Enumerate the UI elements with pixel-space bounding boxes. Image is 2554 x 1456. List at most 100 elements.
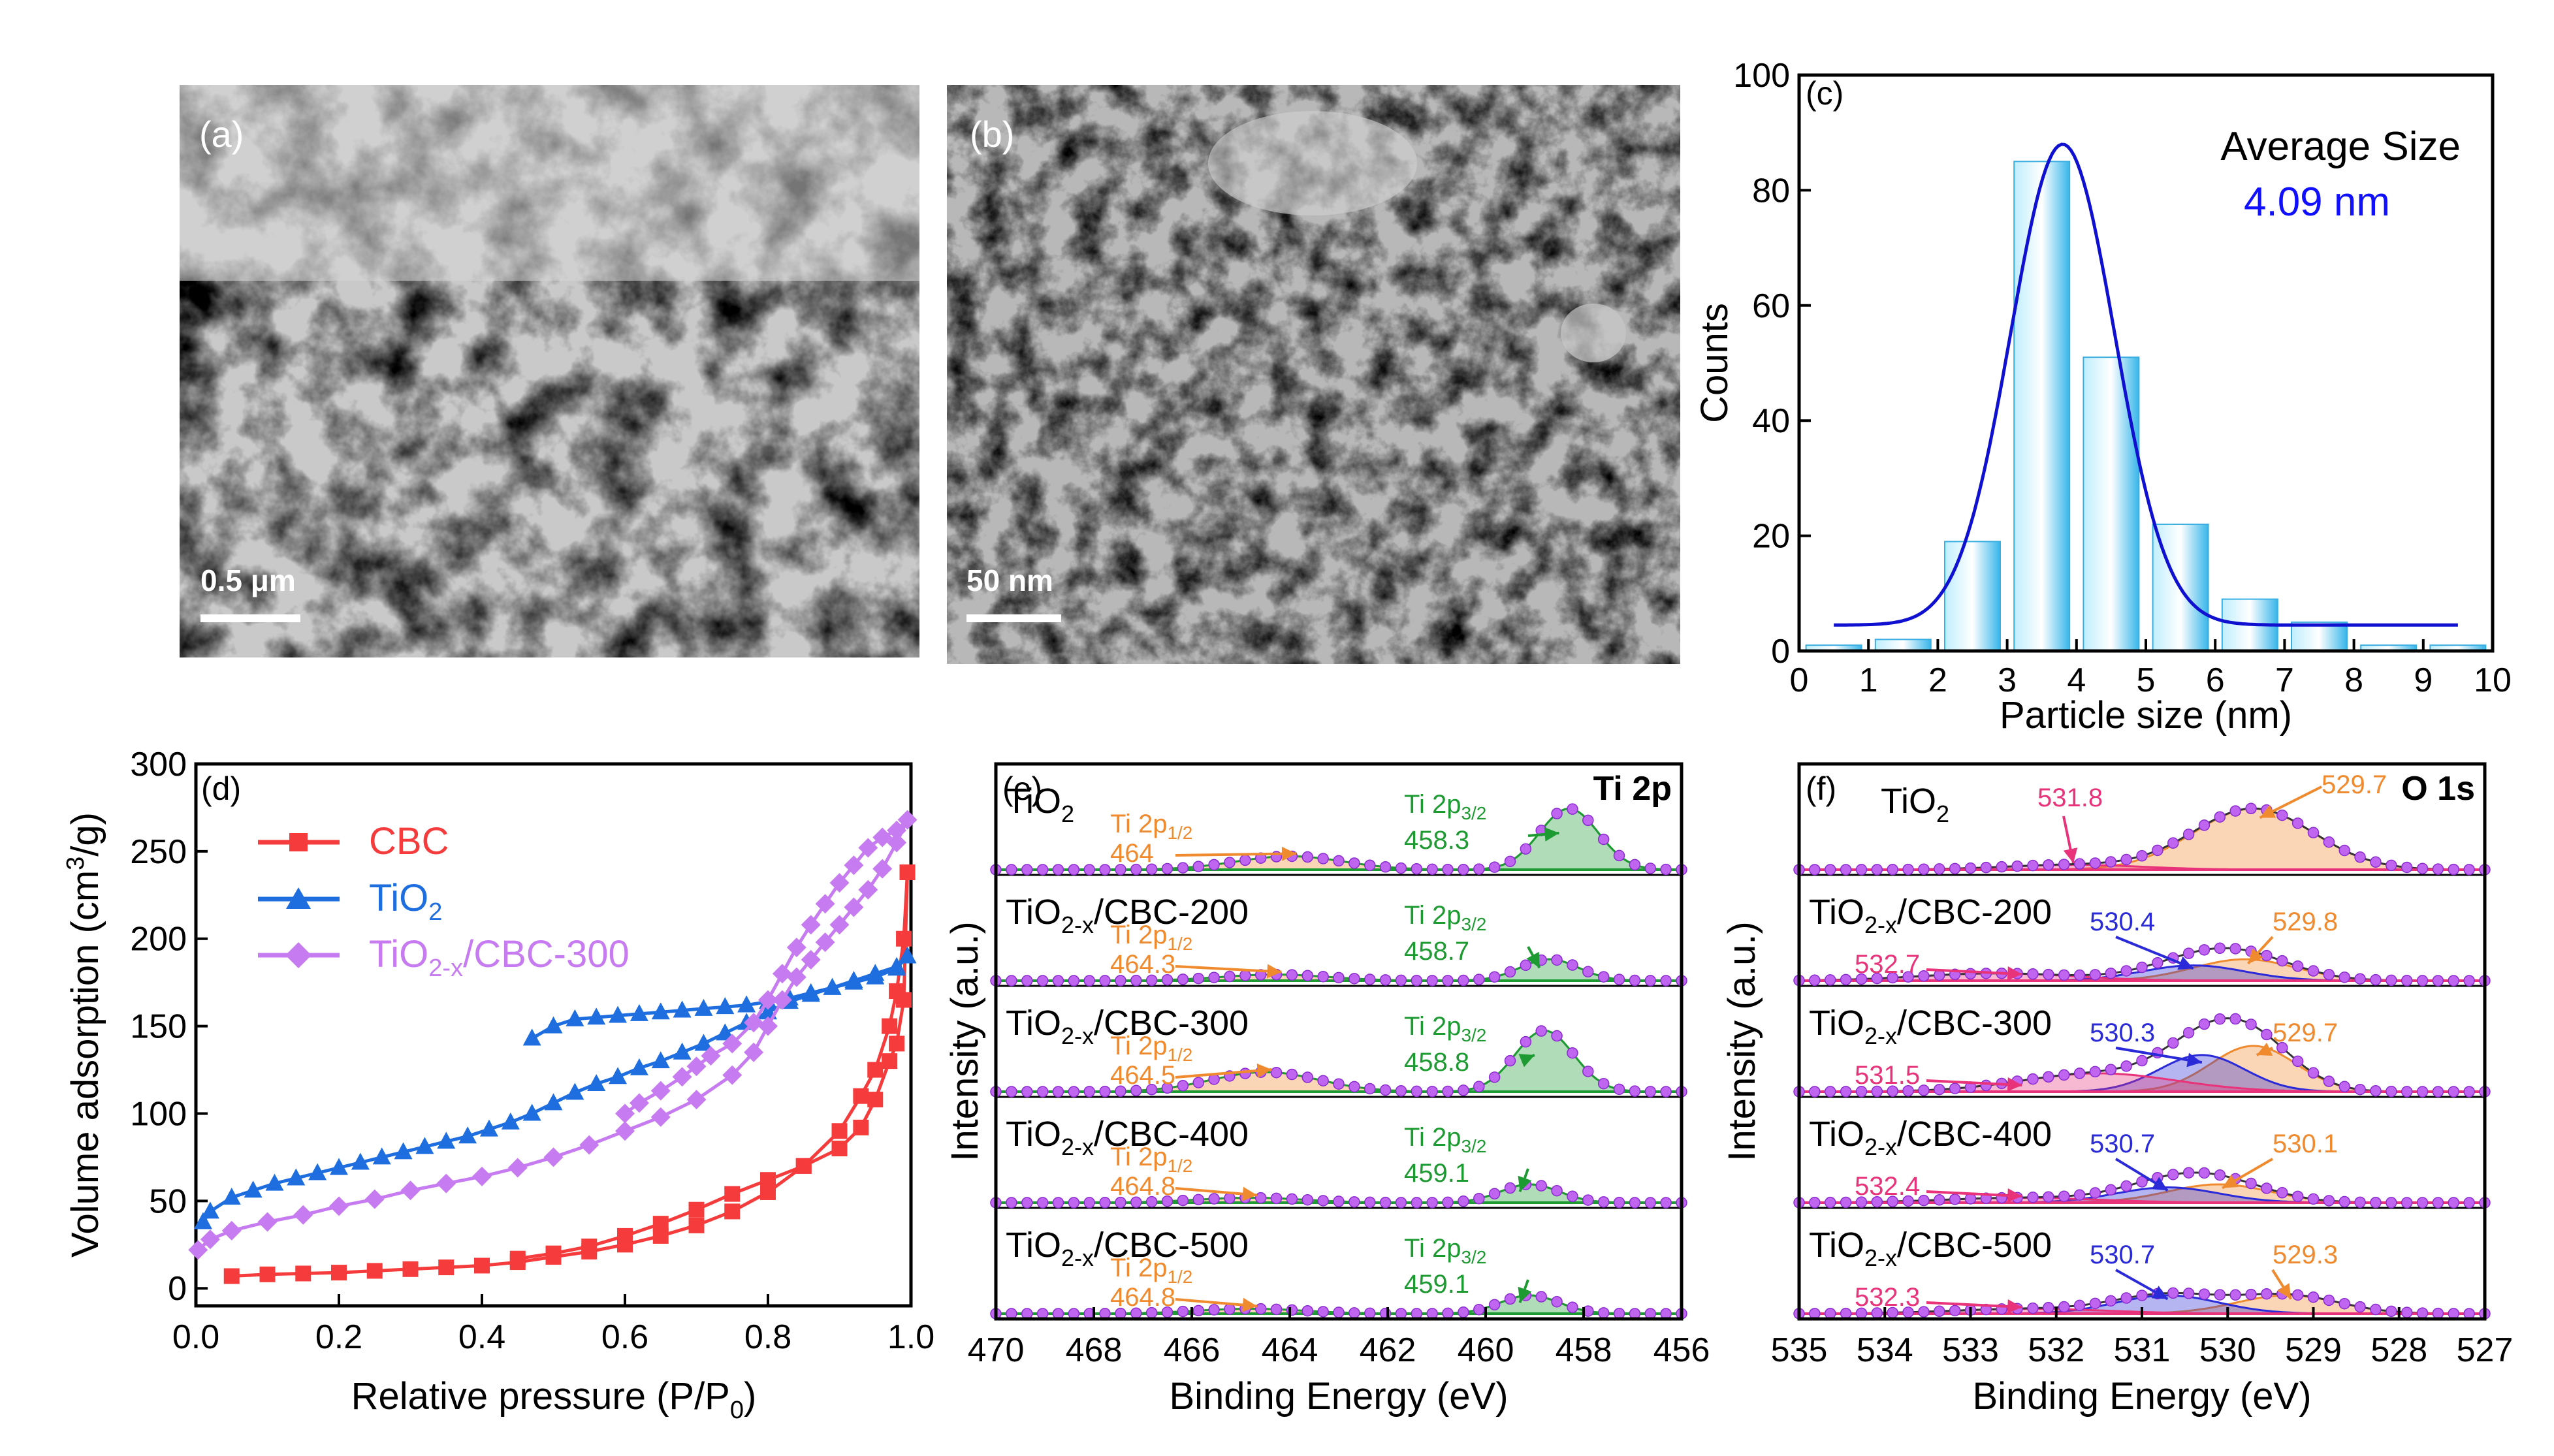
annotation-arrowhead — [2248, 948, 2263, 964]
ti2p32-label: Ti 2p3/2 — [1404, 1234, 1486, 1267]
raw-data-point — [2276, 1187, 2288, 1199]
panel-c-annotation-value: 4.09 nm — [2244, 180, 2390, 225]
annotation-arrowhead — [1242, 1186, 1257, 1201]
raw-data-point — [1364, 1083, 1376, 1095]
raw-data-point — [1855, 973, 1868, 985]
raw-data-point — [1887, 972, 1898, 984]
raw-data-point — [1099, 975, 1111, 987]
raw-data-point — [2354, 851, 2366, 863]
raw-data-point — [1286, 1193, 1298, 1205]
raw-data-point — [1644, 975, 1657, 987]
raw-data-point — [2167, 837, 2179, 849]
raw-data-point — [2448, 1197, 2460, 1209]
data-point — [650, 1107, 671, 1127]
sample-name-tail: /CBC-400 — [1094, 1115, 1249, 1154]
raw-data-point — [1809, 864, 1821, 876]
raw-data-point — [1964, 862, 1977, 874]
data-point — [617, 1227, 633, 1244]
raw-data-point — [1099, 864, 1111, 876]
data-point — [815, 894, 835, 914]
sample-name-sub: 2-x — [1864, 911, 1897, 938]
raw-data-point — [1551, 1295, 1563, 1308]
raw-data-point — [1426, 1197, 1438, 1209]
x-tick-label: 460 — [1458, 1331, 1514, 1369]
raw-data-point — [2416, 975, 2429, 987]
annotation-arrow — [1926, 1301, 2022, 1308]
data-point — [858, 879, 878, 900]
raw-data-point — [1052, 975, 1064, 987]
raw-data-point — [1871, 1195, 1883, 1208]
raw-data-point — [2089, 1066, 2101, 1078]
raw-data-point — [1270, 1066, 1283, 1079]
raw-data-point — [2214, 811, 2226, 823]
data-point — [673, 1042, 692, 1060]
o1s-lattice-value: 529.3 — [2273, 1241, 2338, 1269]
data-point — [898, 946, 917, 964]
raw-data-point — [2043, 968, 2054, 981]
raw-data-point — [2073, 858, 2086, 870]
raw-data-point — [2058, 1190, 2070, 1202]
raw-data-point — [2432, 975, 2444, 987]
ti2p12-label: Ti 2p1/2 — [1110, 1254, 1192, 1287]
raw-data-point — [2027, 1302, 2039, 1314]
ti2p12-value: 464 — [1110, 839, 1154, 868]
annotation-arrow — [1175, 852, 1297, 857]
raw-data-point — [1411, 863, 1423, 875]
raw-data-point — [1177, 1079, 1189, 1092]
y-tick-label: 80 — [1752, 172, 1790, 210]
raw-data-point — [1980, 1079, 1992, 1092]
raw-data-point — [1145, 863, 1158, 875]
raw-data-point — [1395, 1308, 1407, 1320]
histogram-bar — [2083, 356, 2140, 652]
raw-data-point — [2432, 863, 2444, 875]
raw-data-point — [1036, 1086, 1049, 1098]
raw-data-point — [2416, 1086, 2429, 1098]
annotation-arrow — [1175, 965, 1282, 973]
ti2p32-value: 458.3 — [1404, 826, 1469, 855]
raw-data-point — [2214, 1013, 2226, 1025]
panel-d-isotherm: 0.0 0.2 0.4 0.6 0.8 1.0 0 50 100 150 200 250 300 (d)… — [62, 746, 934, 1424]
annotation-arrowhead — [2151, 1177, 2168, 1191]
raw-data-point — [1980, 861, 1992, 874]
raw-data-point — [1442, 1307, 1454, 1320]
x-tick-label: 0.4 — [458, 1318, 505, 1356]
raw-data-point — [2089, 969, 2101, 981]
raw-data-point — [1855, 864, 1868, 876]
raw-data-point — [2386, 859, 2397, 872]
raw-data-point — [1855, 1086, 1868, 1098]
sample-name-sub: 2-x — [1061, 1133, 1094, 1160]
ti2p12-prefix: Ti 2p — [1110, 1032, 1167, 1060]
data-point — [899, 864, 916, 880]
raw-data-point — [2167, 1287, 2179, 1299]
raw-data-point — [1068, 975, 1080, 987]
raw-data-point — [1364, 973, 1376, 985]
data-point — [630, 1058, 648, 1075]
raw-data-point — [2448, 863, 2460, 876]
raw-data-point — [1349, 857, 1360, 869]
data-point — [887, 820, 907, 840]
raw-data-point — [1613, 849, 1625, 862]
raw-data-point — [2416, 1307, 2429, 1319]
raw-data-point — [1379, 861, 1392, 873]
raw-data-point — [2291, 1289, 2304, 1301]
panel-c-annotation-title: Average Size — [2220, 124, 2461, 169]
raw-data-point — [1613, 1083, 1625, 1096]
panel-a-label: (a) — [199, 114, 244, 155]
sample-name-sub: 2 — [1936, 800, 1949, 827]
ti2p32-prefix: Ti 2p — [1404, 1123, 1461, 1152]
legend-cbc: CBC — [369, 820, 449, 863]
raw-data-point — [2432, 1307, 2444, 1320]
raw-data-point — [1052, 1086, 1064, 1098]
raw-data-point — [1551, 808, 1563, 819]
raw-data-point — [1426, 1308, 1438, 1320]
data-point — [544, 1093, 563, 1111]
y-tick-label: 50 — [149, 1182, 187, 1220]
raw-data-point — [2386, 1085, 2397, 1098]
raw-data-point — [2120, 1292, 2132, 1304]
raw-data-point — [2105, 856, 2117, 868]
ti2p32-sub: 3/2 — [1461, 803, 1486, 823]
raw-data-point — [1224, 857, 1236, 868]
panel-e-frame — [994, 762, 1684, 1321]
raw-data-point — [2152, 844, 2163, 857]
raw-data-point — [1083, 864, 1095, 876]
